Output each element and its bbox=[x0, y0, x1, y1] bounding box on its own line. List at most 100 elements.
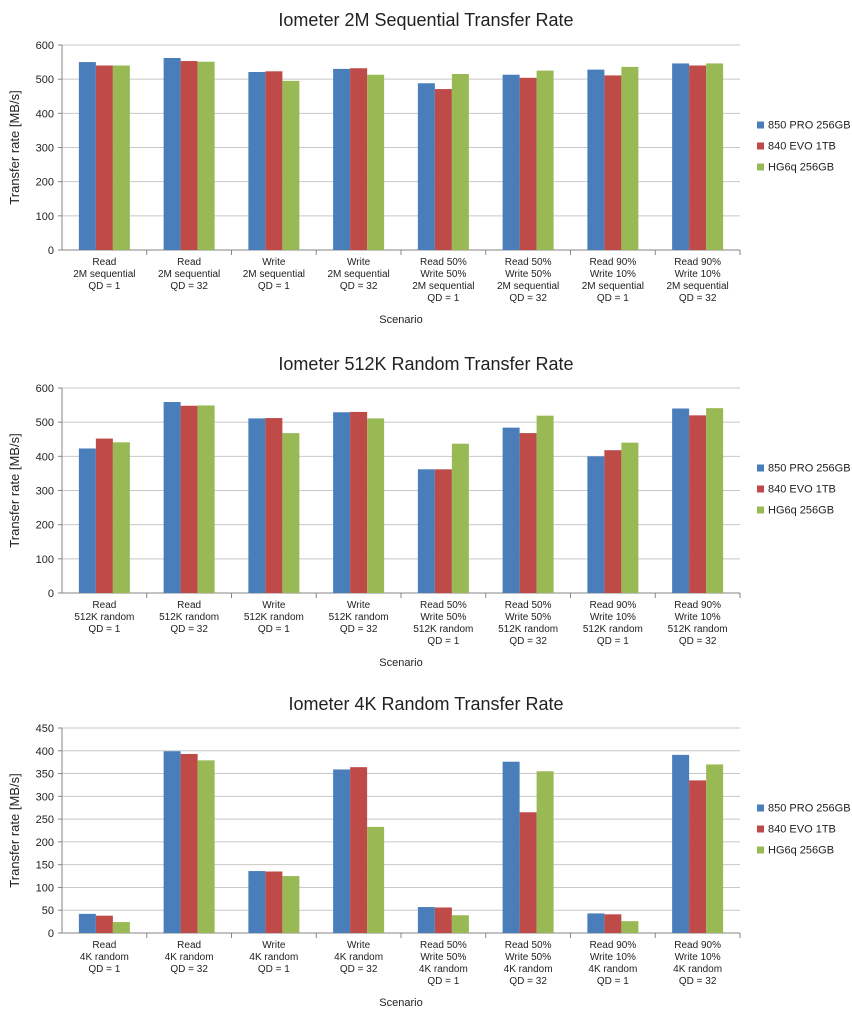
legend-entry: HG6q 256GB bbox=[768, 845, 834, 857]
x-tick-label: Read 50% Write 50% 4K random QD = 32 bbox=[504, 940, 553, 987]
y-tick-label: 300 bbox=[36, 486, 54, 498]
bar bbox=[333, 68, 351, 251]
bar bbox=[78, 62, 96, 251]
bar bbox=[163, 57, 181, 250]
legend-entry: 840 EVO 1TB bbox=[768, 141, 836, 153]
x-axis-label: Scenario bbox=[379, 314, 422, 326]
bar bbox=[248, 418, 266, 593]
x-tick-label: Read 50% Write 50% 2M sequential QD = 32 bbox=[497, 257, 559, 304]
bar bbox=[417, 83, 435, 251]
x-tick-label: Write 2M sequential QD = 32 bbox=[327, 257, 389, 292]
legend-swatch bbox=[757, 506, 764, 514]
y-tick-label: 400 bbox=[36, 108, 54, 120]
bar bbox=[197, 760, 215, 933]
x-tick-label: Read 4K random QD = 1 bbox=[80, 940, 129, 975]
x-tick-label: Read 90% Write 10% 512K random QD = 32 bbox=[668, 600, 728, 647]
bar bbox=[417, 469, 435, 593]
bar bbox=[163, 751, 181, 933]
x-tick-label: Read 4K random QD = 32 bbox=[165, 940, 214, 975]
bar bbox=[78, 448, 96, 593]
y-tick-label: 400 bbox=[36, 746, 54, 758]
bar bbox=[350, 68, 368, 250]
y-tick-label: 0 bbox=[48, 588, 54, 600]
y-tick-label: 100 bbox=[36, 211, 54, 223]
bar bbox=[282, 433, 300, 593]
y-tick-label: 500 bbox=[36, 74, 54, 86]
bar bbox=[265, 71, 283, 250]
y-tick-label: 600 bbox=[36, 40, 54, 52]
bar bbox=[95, 65, 113, 250]
legend-swatch bbox=[757, 846, 764, 854]
y-tick-label: 300 bbox=[36, 143, 54, 155]
bar bbox=[451, 74, 469, 251]
bar bbox=[112, 922, 130, 933]
legend-entry: 840 EVO 1TB bbox=[768, 484, 836, 496]
y-tick-label: 50 bbox=[42, 905, 54, 917]
bar bbox=[367, 418, 385, 593]
bar bbox=[95, 438, 113, 593]
y-axis-label: Transfer rate [MB/s] bbox=[7, 773, 22, 887]
x-tick-label: Read 90% Write 10% 4K random QD = 1 bbox=[588, 940, 637, 987]
legend-swatch bbox=[757, 825, 764, 833]
chart-2: Iometer 512K Random Transfer Rate 0 100 200… bbox=[7, 354, 851, 669]
bar bbox=[621, 442, 639, 593]
y-tick-label: 100 bbox=[36, 554, 54, 566]
x-tick-label: Write 2M sequential QD = 1 bbox=[243, 257, 305, 292]
x-tick-label: Write 4K random QD = 32 bbox=[334, 940, 383, 975]
x-tick-label: Read 50% Write 50% 4K random QD = 1 bbox=[419, 940, 468, 987]
x-tick-label: Write 512K random QD = 32 bbox=[329, 600, 389, 635]
x-tick-label: Read 50% Write 50% 2M sequential QD = 1 bbox=[412, 257, 474, 304]
bar bbox=[536, 415, 554, 593]
bar bbox=[180, 753, 198, 933]
bar bbox=[180, 405, 198, 593]
legend-swatch bbox=[757, 804, 764, 812]
y-tick-label: 300 bbox=[36, 791, 54, 803]
bar bbox=[502, 427, 520, 593]
bar bbox=[112, 65, 130, 250]
bar bbox=[502, 761, 520, 933]
bar bbox=[621, 66, 639, 250]
bar bbox=[434, 907, 452, 933]
bar bbox=[333, 769, 351, 933]
bar bbox=[434, 89, 452, 250]
bar bbox=[502, 74, 520, 250]
y-tick-label: 500 bbox=[36, 417, 54, 429]
bar bbox=[587, 69, 605, 250]
bar bbox=[689, 780, 707, 933]
chart-title: Iometer 512K Random Transfer Rate bbox=[278, 354, 573, 374]
bar bbox=[282, 876, 300, 933]
bar bbox=[689, 415, 707, 593]
bar bbox=[519, 77, 537, 250]
chart-1: Iometer 2M Sequential Transfer Rate 0 100 2… bbox=[7, 10, 851, 326]
bar bbox=[536, 771, 554, 933]
bar bbox=[265, 871, 283, 933]
bar bbox=[604, 450, 622, 593]
bar bbox=[587, 456, 605, 593]
legend-swatch bbox=[757, 464, 764, 472]
bar bbox=[604, 75, 622, 251]
legend-entry: HG6q 256GB bbox=[768, 505, 834, 517]
bar bbox=[265, 418, 283, 593]
legend-entry: HG6q 256GB bbox=[768, 162, 834, 174]
bar bbox=[706, 408, 724, 593]
bar bbox=[689, 65, 707, 250]
y-tick-label: 250 bbox=[36, 814, 54, 826]
x-tick-label: Read 2M sequential QD = 1 bbox=[73, 257, 135, 292]
legend-entry: 840 EVO 1TB bbox=[768, 824, 836, 836]
bar bbox=[451, 915, 469, 933]
y-tick-label: 100 bbox=[36, 882, 54, 894]
x-tick-label: Read 512K random QD = 32 bbox=[159, 600, 219, 635]
bar bbox=[519, 433, 537, 593]
bar bbox=[248, 871, 266, 933]
y-tick-label: 0 bbox=[48, 245, 54, 257]
bar bbox=[706, 764, 724, 933]
legend-entry: 850 PRO 256GB bbox=[768, 120, 851, 132]
legend-swatch bbox=[757, 485, 764, 493]
bar bbox=[282, 80, 300, 250]
bar bbox=[333, 412, 351, 593]
x-tick-label: Read 50% Write 50% 512K random QD = 1 bbox=[413, 600, 473, 647]
x-tick-label: Read 2M sequential QD = 32 bbox=[158, 257, 220, 292]
chart-title: Iometer 4K Random Transfer Rate bbox=[288, 694, 563, 714]
bar bbox=[367, 74, 385, 250]
y-tick-label: 200 bbox=[36, 177, 54, 189]
